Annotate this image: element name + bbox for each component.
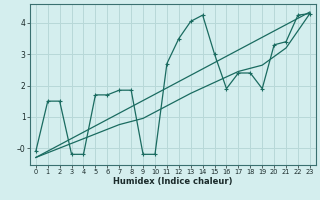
X-axis label: Humidex (Indice chaleur): Humidex (Indice chaleur) xyxy=(113,177,233,186)
